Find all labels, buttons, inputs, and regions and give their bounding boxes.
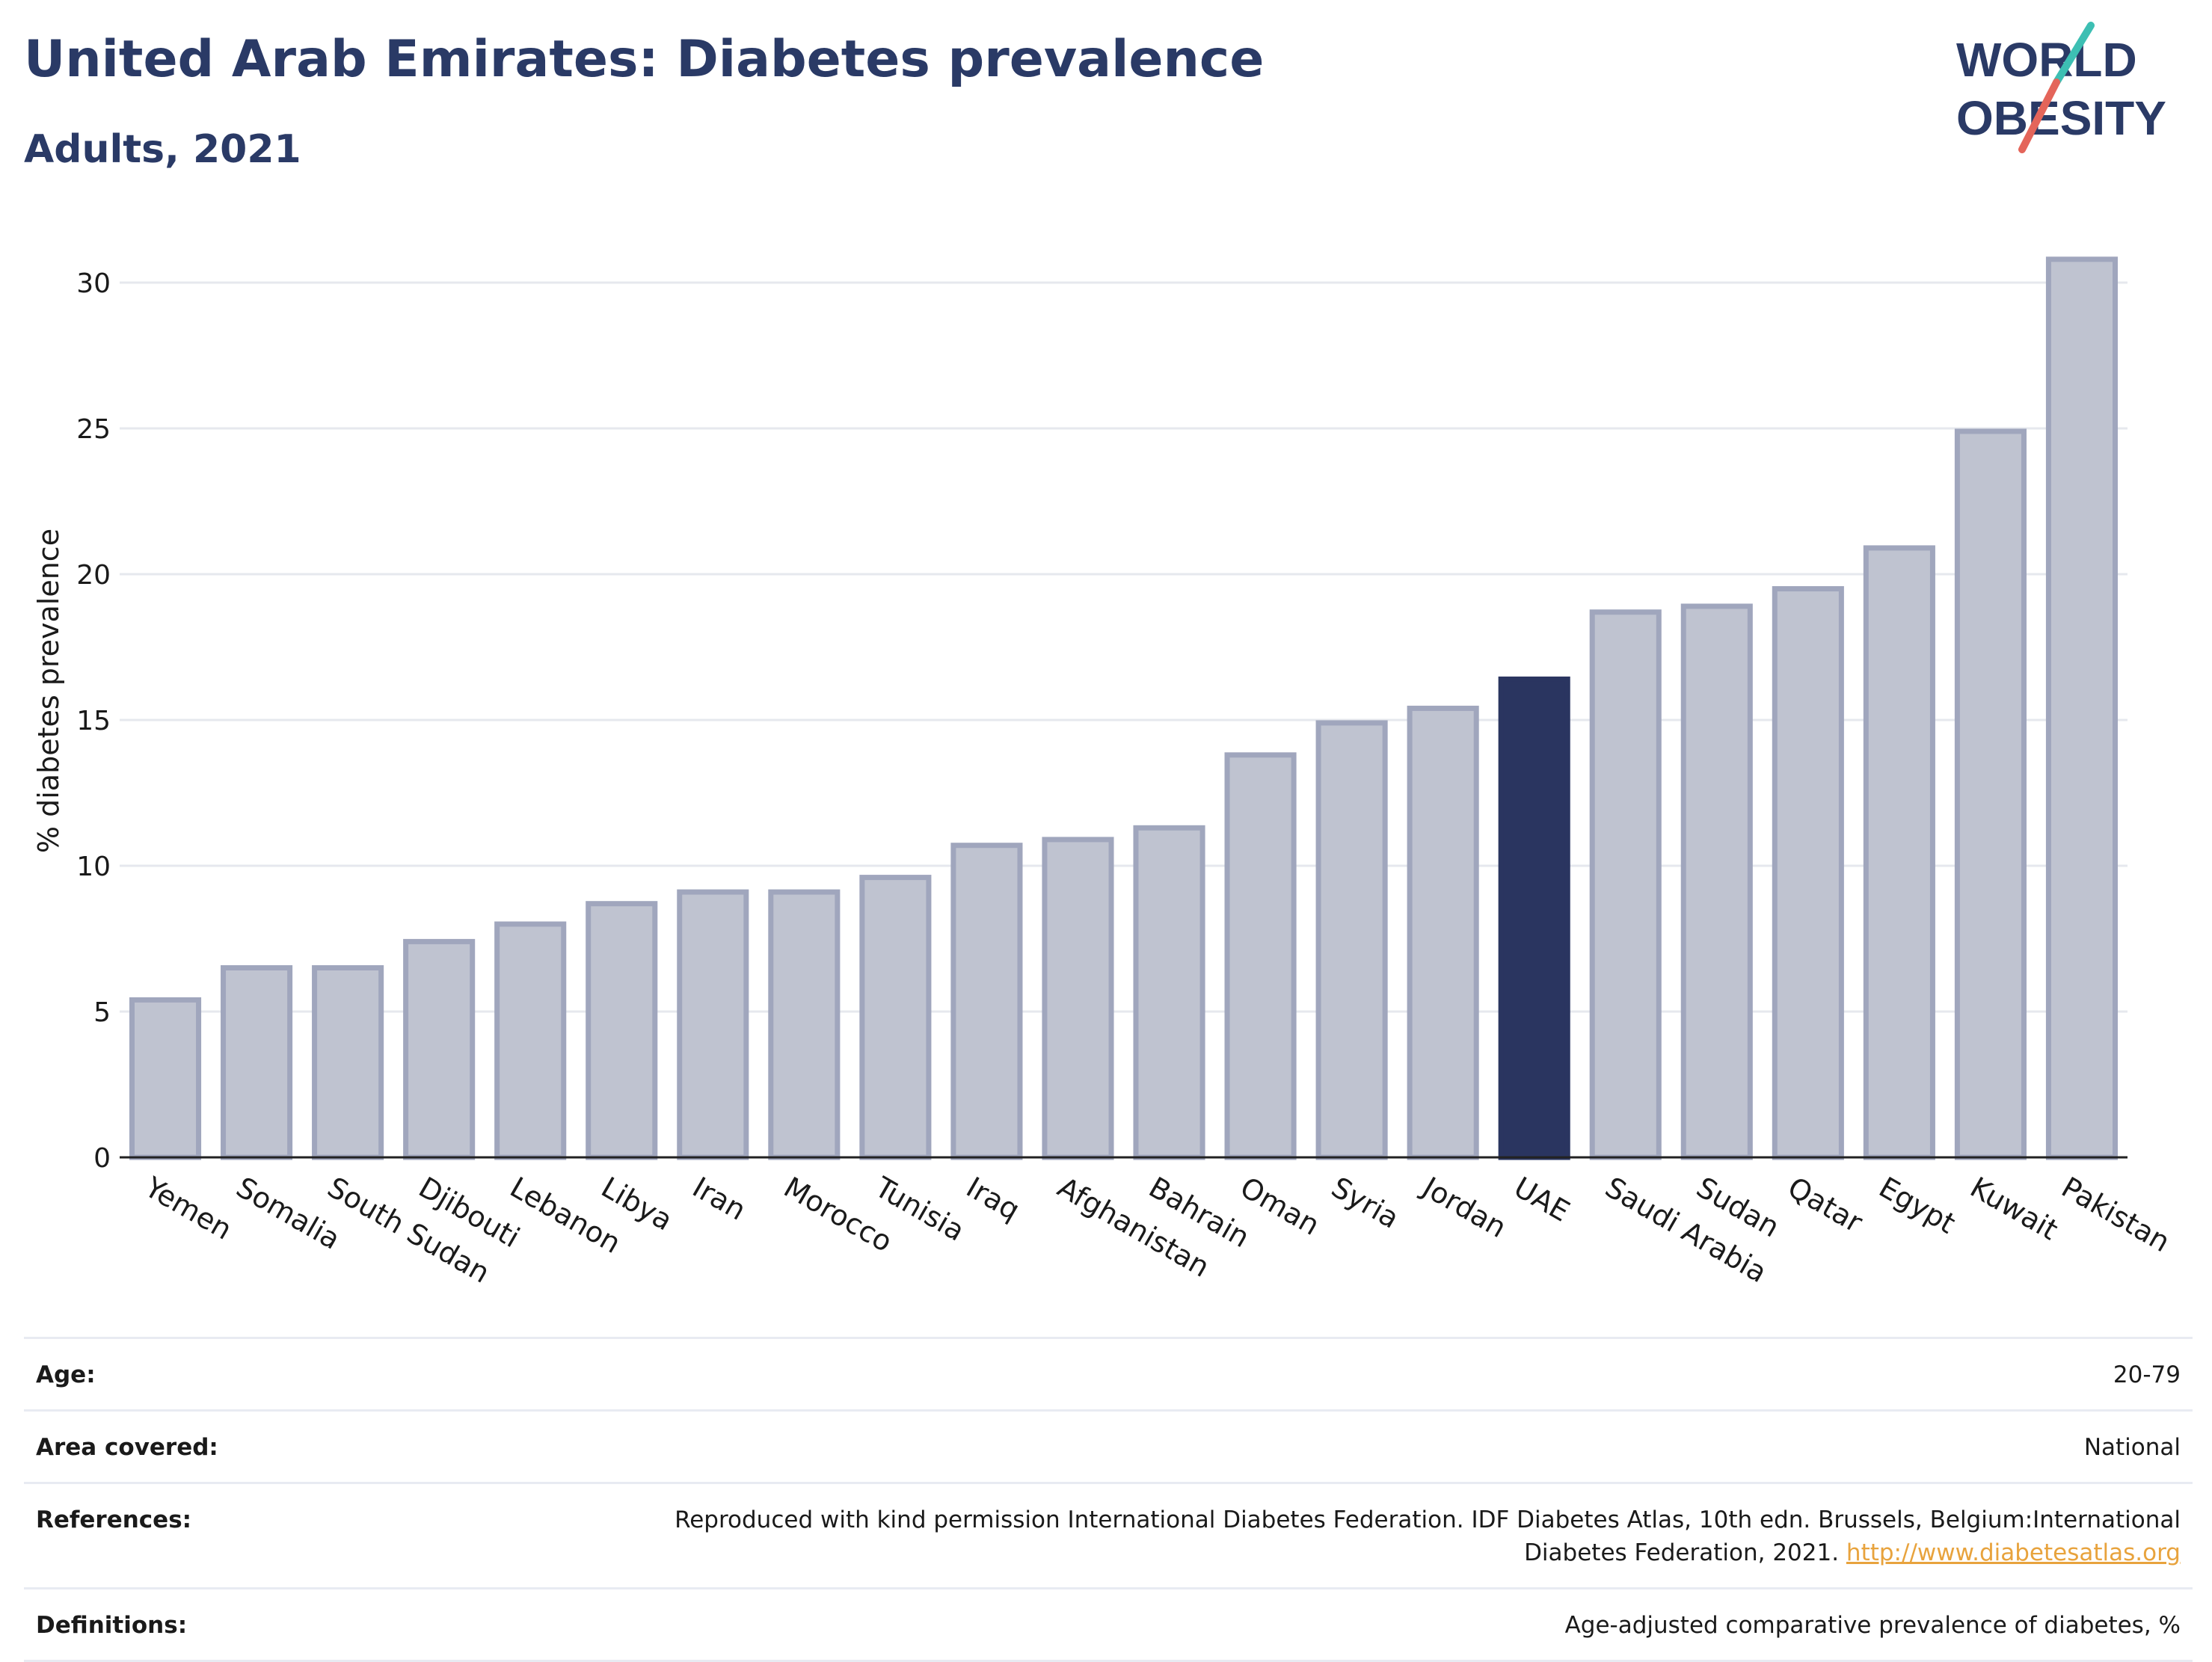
diabetes-atlas-link[interactable]: http://www.diabetesatlas.org <box>1846 1539 2181 1566</box>
y-tick-label: 20 <box>76 560 111 591</box>
x-tick-label: Egypt <box>1873 1171 1961 1240</box>
meta-row-definitions: Definitions: Age-adjusted comparative pr… <box>24 1589 2193 1662</box>
bar-morocco <box>768 889 841 1160</box>
meta-value-definitions: Age-adjusted comparative prevalence of d… <box>1564 1612 2181 1639</box>
x-tick-label: Iraq <box>961 1171 1025 1227</box>
bar-sudan <box>1680 603 1753 1160</box>
bar-lebanon <box>494 921 567 1160</box>
bar-bahrain <box>1133 825 1205 1160</box>
bar-oman <box>1224 752 1297 1160</box>
bar-yemen <box>129 997 202 1160</box>
x-tick-label: Pakistan <box>2056 1171 2175 1259</box>
page-title: United Arab Emirates: Diabetes prevalenc… <box>24 30 1265 89</box>
y-tick-label: 5 <box>93 997 111 1028</box>
bar-libya <box>586 901 658 1160</box>
meta-label-area: Area covered: <box>36 1434 218 1461</box>
x-tick-label: Jordan <box>1416 1170 1511 1245</box>
bar-somalia <box>221 965 293 1160</box>
x-tick-label: Yemen <box>139 1170 238 1246</box>
meta-label-definitions: Definitions: <box>36 1612 188 1639</box>
bar-djibouti <box>403 938 476 1160</box>
bar-jordan <box>1407 705 1479 1160</box>
y-tick-label: 10 <box>76 852 111 882</box>
meta-row-age: Age: 20-79 <box>24 1339 2193 1412</box>
metadata-table: Age: 20-79 Area covered: National Refere… <box>24 1337 2193 1662</box>
bar-syria <box>1315 720 1388 1160</box>
bar-pakistan <box>2045 256 2119 1160</box>
logo-word-obesity: OBESITY <box>1956 91 2166 145</box>
y-tick-label: 15 <box>76 706 111 736</box>
x-tick-label: Somalia <box>231 1171 346 1256</box>
y-tick-label: 0 <box>93 1143 111 1174</box>
logo-slash-top <box>2053 22 2095 86</box>
bar-saudi-arabia <box>1589 609 1662 1160</box>
y-tick-labels: 0 5 10 15 20 25 30 <box>76 268 111 1174</box>
page-subtitle: Adults, 2021 <box>24 127 301 172</box>
meta-label-age: Age: <box>36 1361 96 1388</box>
meta-value-age: 20-79 <box>2113 1361 2181 1388</box>
y-tick-label: 30 <box>76 268 111 299</box>
x-tick-label: Qatar <box>1782 1171 1868 1240</box>
logo-word-world: WORLD <box>1956 33 2137 87</box>
bar-egypt <box>1863 545 1935 1160</box>
bar-south-sudan <box>312 965 384 1160</box>
x-tick-label: Iran <box>687 1171 752 1227</box>
meta-value-area: National <box>2083 1434 2181 1461</box>
x-tick-label: Syria <box>1326 1171 1404 1235</box>
meta-row-area: Area covered: National <box>24 1412 2193 1484</box>
bar-iran <box>677 889 749 1160</box>
y-axis-label: % diabetes prevalence <box>32 529 65 853</box>
x-tick-label: Kuwait <box>1964 1171 2063 1247</box>
bar-tunisia <box>859 875 932 1160</box>
references-text: Reproduced with kind permission Internat… <box>675 1506 2181 1566</box>
meta-label-references: References: <box>36 1506 192 1533</box>
bar-qatar <box>1772 586 1844 1160</box>
meta-value-references: Reproduced with kind permission Internat… <box>573 1504 2181 1569</box>
bars <box>129 256 2119 1160</box>
bar-kuwait <box>1954 428 2027 1160</box>
logo-slash-bottom <box>2018 79 2060 153</box>
x-tick-label: UAE <box>1508 1171 1575 1228</box>
bar-afghanistan <box>1042 837 1114 1160</box>
bar-uae <box>1498 676 1570 1160</box>
meta-row-references: References: Reproduced with kind permiss… <box>24 1484 2193 1589</box>
bar-iraq <box>950 843 1023 1160</box>
y-tick-label: 25 <box>76 414 111 445</box>
world-obesity-logo: WORLD OBESITY <box>1956 22 2166 153</box>
